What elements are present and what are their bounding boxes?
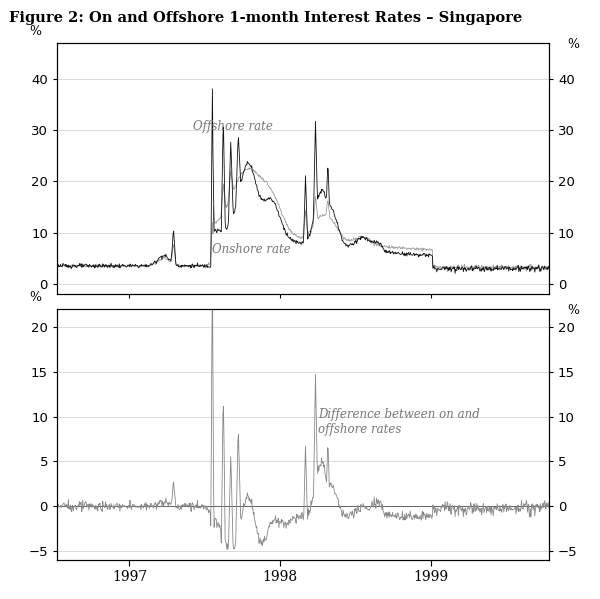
Text: Onshore rate: Onshore rate <box>212 243 291 256</box>
Text: Difference between on and
offshore rates: Difference between on and offshore rates <box>318 408 480 435</box>
Y-axis label: %: % <box>29 291 41 304</box>
Text: Offshore rate: Offshore rate <box>193 120 273 133</box>
Text: Figure 2: On and Offshore 1-month Interest Rates – Singapore: Figure 2: On and Offshore 1-month Intere… <box>9 11 522 25</box>
Y-axis label: %: % <box>29 25 41 38</box>
Y-axis label: %: % <box>568 304 580 317</box>
Y-axis label: %: % <box>568 38 580 51</box>
